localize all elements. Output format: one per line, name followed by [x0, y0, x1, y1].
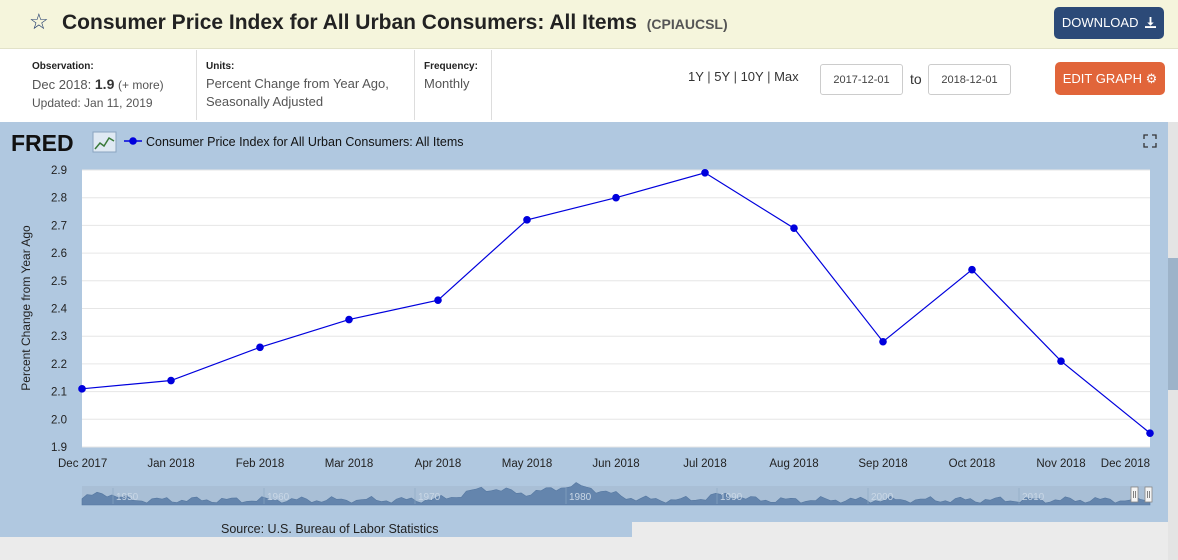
range-5y-link[interactable]: 5Y [714, 69, 730, 84]
star-icon[interactable]: ☆ [29, 9, 49, 34]
navigator-label: 1980 [569, 492, 592, 503]
page-footer-strip [632, 522, 1168, 560]
series-header: ☆ Consumer Price Index for All Urban Con… [0, 0, 1178, 49]
data-point[interactable] [1057, 357, 1065, 365]
page-bottom-strip [0, 537, 632, 560]
y-axis-ticks: 1.9 2.0 2.1 2.2 2.3 2.4 2.5 2.6 2.7 2.8 2.9 [51, 165, 68, 454]
units-panel: Units: Percent Change from Year Ago, Sea… [196, 50, 415, 120]
units-line1: Percent Change from Year Ago, [206, 76, 389, 91]
data-point[interactable] [434, 296, 442, 304]
graph-panel: FRED Consumer Price Index for All Urban … [0, 122, 1168, 537]
observation-value: 1.9 [94, 76, 115, 92]
updated-date: Updated: Jan 11, 2019 [32, 96, 153, 110]
units-line2: Seasonally Adjusted [206, 94, 324, 109]
series-code: (CPIAUCSL) [646, 16, 728, 32]
data-point[interactable] [523, 216, 531, 224]
expand-icon[interactable] [1143, 134, 1157, 148]
y-tick-label: 2.7 [51, 220, 67, 232]
navigator-label: 1950 [116, 492, 139, 503]
x-tick-label: Aug 2018 [769, 458, 818, 470]
data-point[interactable] [256, 343, 264, 352]
navigator-label: 2010 [1022, 492, 1045, 503]
download-button[interactable]: DOWNLOAD [1054, 7, 1164, 39]
x-tick-label: Jun 2018 [592, 458, 639, 470]
gear-icon: ⚙ [1145, 71, 1158, 86]
y-tick-label: 2.1 [51, 387, 67, 399]
navigator-label: 1990 [720, 492, 743, 503]
range-10y-link[interactable]: 10Y [740, 69, 764, 84]
x-tick-label: Dec 2017 [58, 458, 107, 470]
x-tick-label: May 2018 [502, 458, 553, 470]
navigator-label: 1960 [267, 492, 290, 503]
y-tick-label: 1.9 [51, 442, 67, 454]
data-point[interactable] [701, 168, 709, 177]
x-tick-label: Apr 2018 [415, 458, 462, 470]
fred-logo-icon [92, 131, 117, 153]
observation-date: Dec 2018: [32, 77, 92, 92]
y-tick-label: 2.6 [51, 248, 67, 260]
data-point[interactable] [167, 376, 175, 385]
range-1y-link[interactable]: 1Y [688, 69, 704, 84]
x-tick-label: Jan 2018 [147, 458, 194, 470]
to-label: to [910, 71, 922, 87]
y-tick-label: 2.3 [51, 331, 67, 343]
x-tick-label: Sep 2018 [858, 458, 907, 470]
units-value: Percent Change from Year Ago, Seasonally… [206, 75, 389, 111]
legend-marker [129, 137, 137, 145]
data-point[interactable] [790, 224, 798, 232]
y-tick-label: 2.4 [51, 304, 68, 316]
y-tick-label: 2.5 [51, 276, 67, 288]
frequency-label: Frequency: [424, 61, 478, 72]
y-tick-label: 2.9 [51, 165, 67, 177]
edit-graph-button[interactable]: EDIT GRAPH ⚙ [1055, 62, 1165, 95]
y-tick-label: 2.0 [51, 414, 67, 426]
y-tick-label: 2.8 [51, 193, 67, 205]
range-selector: 1Y | 5Y | 10Y | Max [688, 69, 799, 84]
data-point[interactable] [879, 337, 887, 346]
range-navigator[interactable]: 1950 1960 1970 1980 1990 2000 2010 [81, 482, 1153, 506]
page-title: Consumer Price Index for All Urban Consu… [62, 11, 728, 35]
data-point[interactable] [612, 193, 620, 202]
frequency-panel: Frequency: Monthly [414, 50, 492, 120]
fred-logo: FRED [11, 130, 74, 156]
data-point[interactable] [1146, 429, 1154, 437]
y-axis-label: Percent Change from Year Ago [19, 225, 33, 391]
y-tick-label: 2.2 [51, 359, 67, 371]
x-tick-label: Oct 2018 [949, 458, 996, 470]
observation-panel: Observation: Dec 2018: 1.9 (+ more) Upda… [22, 50, 197, 120]
x-tick-label: Nov 2018 [1036, 458, 1085, 470]
navigator-label: 2000 [871, 492, 894, 503]
data-point[interactable] [78, 385, 86, 393]
navigator-labels: 1950 1960 1970 1980 1990 2000 2010 [112, 488, 1045, 504]
chart: FRED Consumer Price Index for All Urban … [11, 130, 1157, 536]
series-title: Consumer Price Index for All Urban Consu… [62, 11, 637, 34]
legend[interactable]: Consumer Price Index for All Urban Consu… [124, 135, 463, 149]
edit-graph-label: EDIT GRAPH [1062, 71, 1142, 86]
download-label: DOWNLOAD [1061, 15, 1139, 30]
range-max-link[interactable]: Max [774, 69, 799, 84]
x-tick-label: Mar 2018 [325, 458, 374, 470]
observation-more-link[interactable]: (+ more) [117, 78, 164, 92]
units-label: Units: [206, 61, 235, 72]
date-to-input[interactable]: 2018-12-01 [928, 64, 1011, 95]
legend-label: Consumer Price Index for All Urban Consu… [146, 135, 463, 149]
date-from-input[interactable]: 2017-12-01 [820, 64, 903, 95]
source-note: Source: U.S. Bureau of Labor Statistics [221, 522, 438, 536]
navigator-area [81, 482, 1151, 506]
x-tick-label: Jul 2018 [683, 458, 726, 470]
frequency-value: Monthly [424, 76, 470, 91]
navigator-handles[interactable] [1130, 486, 1153, 503]
data-point[interactable] [345, 315, 353, 324]
x-tick-label: Dec 2018 [1101, 458, 1150, 470]
navigator-label: 1970 [418, 492, 441, 503]
data-points [78, 168, 1154, 437]
download-icon [1145, 17, 1157, 28]
observation-label: Observation: [32, 61, 94, 72]
x-tick-label: Feb 2018 [236, 458, 285, 470]
scrollbar-thumb[interactable] [1168, 258, 1178, 390]
data-point[interactable] [968, 265, 976, 274]
x-axis-ticks: Dec 2017 Jan 2018 Feb 2018 Mar 2018 Apr 2018… [58, 458, 1150, 470]
observation-value-line: Dec 2018: 1.9 (+ more) [32, 75, 164, 94]
